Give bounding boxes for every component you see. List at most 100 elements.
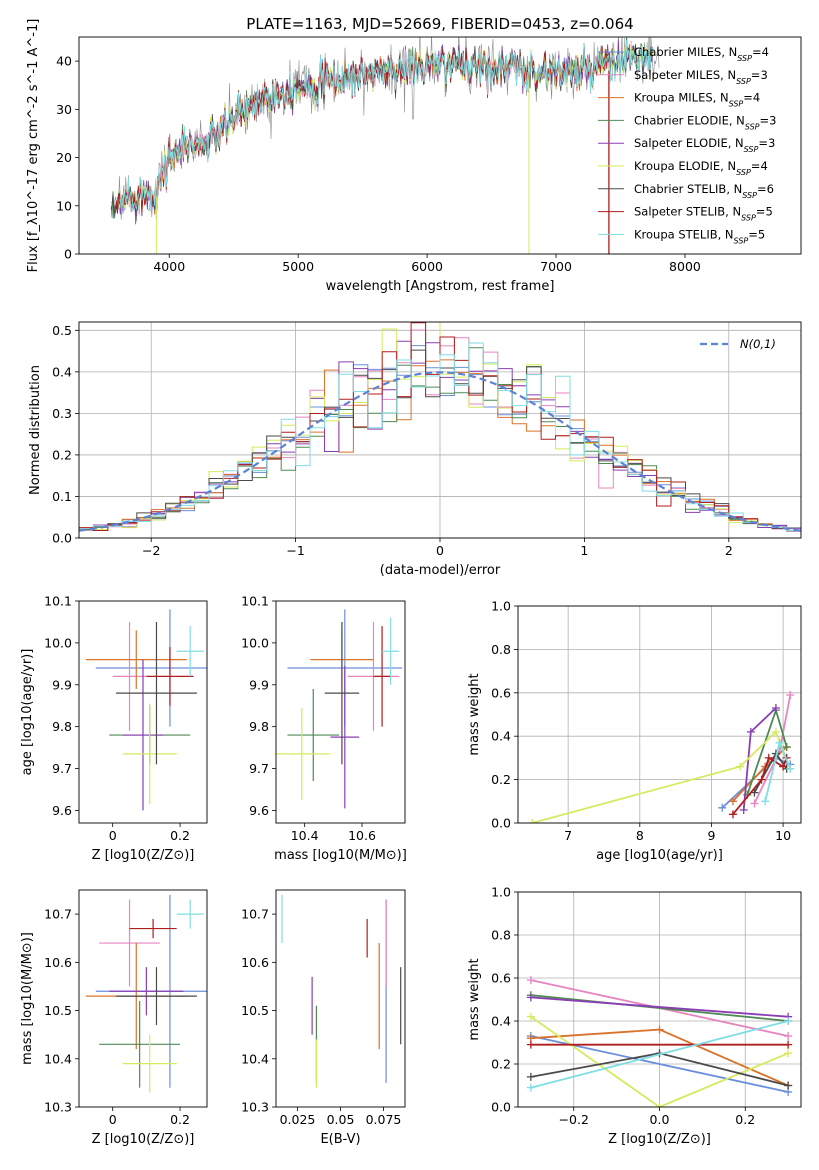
x-tick-label: 2	[725, 543, 733, 558]
x-axis-label: Z [log10(Z/Z⊙)]	[92, 848, 195, 863]
legend-nssp: 4	[760, 159, 767, 173]
weight-point-marker	[526, 1012, 535, 1021]
y-tick-label: 20	[56, 150, 72, 165]
plot-area	[281, 894, 402, 1088]
y-tick-label: 10.6	[241, 955, 269, 970]
x-tick-label: 7000	[540, 259, 572, 274]
chart-weight_vs_Z: −0.2 0.0 0.2 0.0 0.2 0.4 0.6 0.8 1.0 Z [log10(Z/Z…	[467, 885, 802, 1147]
legend-nssp: 4	[762, 45, 769, 59]
weight-point-marker	[784, 1032, 793, 1041]
x-tick-label: 0	[109, 1112, 117, 1127]
y-tick-label: 40	[56, 54, 72, 69]
y-tick-label: 9.7	[52, 761, 72, 776]
x-tick-label: 5000	[282, 259, 314, 274]
x-axis-label: Z [log10(Z/Z⊙)]	[608, 1132, 711, 1147]
y-tick-label: 10.4	[241, 1051, 269, 1066]
y-tick-label: 0.8	[491, 928, 511, 943]
x-tick-label: 6000	[411, 259, 443, 274]
plot-area	[85, 609, 207, 811]
weight-point-marker	[526, 1083, 535, 1092]
chart-residuals: −2 −1 0 1 2 0.0 0.1 0.2 0.3 0.4 0.5 (data-model)/er…	[28, 321, 802, 578]
weight-point-marker	[750, 799, 759, 808]
legend-series-name: Salpeter STELIB	[634, 205, 725, 219]
y-tick-label: 10.6	[44, 955, 72, 970]
y-tick-label: 0.3	[52, 406, 72, 421]
x-tick-label: 0.05	[327, 1112, 355, 1127]
weight-point-marker	[786, 764, 795, 773]
weight-point-marker	[784, 1040, 793, 1049]
weight-point-marker	[528, 819, 537, 823]
weight-point-marker	[784, 1049, 793, 1058]
chart-mass_vs_ebv: 0.025 0.05 0.075 10.3 10.4 10.5 10.6 10.7 E(B-V)	[241, 889, 406, 1147]
legend-label: Kroupa STELIB, NSSP=5	[634, 227, 765, 245]
y-tick-label: 10.3	[241, 1100, 269, 1115]
weight-point-marker	[746, 727, 755, 736]
legend-nssp: 6	[767, 182, 774, 196]
y-tick-label: 0.8	[491, 642, 511, 657]
weight-point-marker	[718, 803, 727, 812]
plot-area	[79, 322, 801, 534]
chart-spectrum: 4000 5000 6000 7000 8000 0 10 20 30 40 wavelength …	[26, 19, 802, 294]
legend-series-name: Chabrier STELIB	[634, 182, 726, 196]
y-tick-label: 0.0	[52, 531, 72, 546]
legend-series-name: Salpeter MILES	[634, 68, 720, 82]
x-axis-label: Z [log10(Z/Z⊙)]	[92, 1132, 195, 1147]
legend-series-name: Kroupa STELIB	[634, 227, 718, 241]
legend-label: Salpeter MILES, NSSP=3	[634, 68, 768, 86]
y-tick-label: 9.8	[249, 719, 269, 734]
legend-label: Chabrier MILES, NSSP=4	[634, 45, 769, 63]
legend-nssp: 3	[760, 68, 767, 82]
y-axis-label: age [log10(age/yr)]	[20, 649, 35, 776]
chart-mass_vs_Z: 0 0.2 10.3 10.4 10.5 10.6 10.7 Z [log10(Z/Z⊙)] m…	[20, 889, 208, 1147]
y-tick-label: 10.1	[241, 594, 269, 609]
x-tick-label: 0.0	[650, 1112, 670, 1127]
legend-nssp: 3	[769, 113, 776, 127]
weight-point-marker	[771, 703, 780, 712]
y-tick-label: 1.0	[491, 599, 511, 614]
x-tick-label: 10.4	[291, 828, 319, 843]
histogram-step	[79, 342, 801, 533]
y-tick-label: 10.5	[241, 1003, 269, 1018]
plot-area	[276, 609, 403, 809]
x-tick-label: 1	[580, 543, 588, 558]
weight-line	[530, 996, 789, 1018]
x-tick-label: 8	[636, 828, 644, 843]
x-tick-label: 0.2	[735, 1112, 755, 1127]
y-tick-label: 0	[64, 247, 72, 262]
legend-nssp: 3	[768, 136, 775, 150]
weight-line	[530, 1015, 789, 1107]
weight-point-marker	[728, 797, 737, 806]
y-tick-label: 10.0	[44, 635, 72, 650]
weight-point-marker	[779, 762, 788, 771]
x-tick-label: 10.6	[348, 828, 376, 843]
plot-area	[110, 37, 660, 254]
gaussian-model-line	[79, 371, 801, 532]
figure-title: PLATE=1163, MJD=52669, FIBERID=0453, z=0…	[246, 15, 633, 33]
plot-area	[526, 976, 793, 1107]
y-tick-label: 10.7	[44, 907, 72, 922]
y-tick-label: 30	[56, 102, 72, 117]
y-tick-label: 0.0	[491, 1100, 511, 1115]
y-tick-label: 10.7	[241, 907, 269, 922]
y-tick-label: 1.0	[491, 885, 511, 900]
legend-label: Chabrier ELODIE, NSSP=3	[634, 113, 776, 130]
plot-area	[85, 894, 207, 1093]
y-tick-label: 9.6	[249, 803, 269, 818]
y-tick-label: 0.4	[491, 1014, 511, 1029]
legend-label: Chabrier STELIB, NSSP=6	[634, 182, 774, 200]
weight-point-marker	[782, 743, 791, 752]
axes-frame	[517, 891, 802, 1108]
weight-point-marker	[526, 1072, 535, 1081]
legend-label: Salpeter STELIB, NSSP=5	[634, 205, 773, 223]
legend-label: Salpeter ELODIE, NSSP=3	[634, 136, 775, 154]
weight-line	[530, 994, 789, 1022]
x-tick-label: −1	[286, 543, 304, 558]
legend-series-name: Chabrier ELODIE	[634, 113, 729, 127]
x-axis-label: (data-model)/error	[380, 563, 501, 578]
y-tick-label: 0.0	[491, 816, 511, 831]
x-tick-label: −2	[142, 543, 160, 558]
axes-frame	[78, 889, 208, 1108]
y-axis-label: mass weight	[467, 958, 482, 1040]
y-tick-label: 9.8	[52, 719, 72, 734]
weight-point-marker	[764, 753, 773, 762]
